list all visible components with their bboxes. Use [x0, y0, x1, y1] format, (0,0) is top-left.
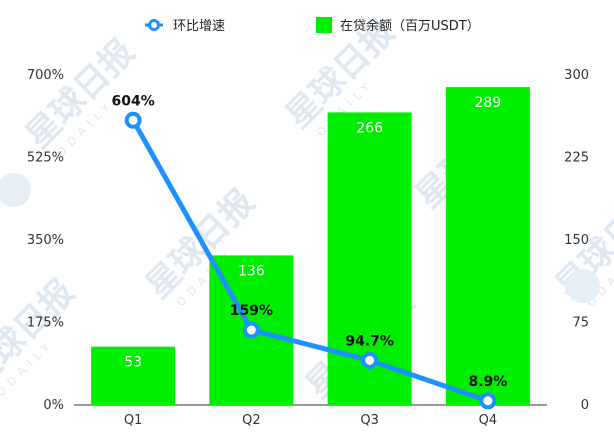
bar [91, 346, 176, 405]
right-tick-label: 75 [572, 316, 589, 331]
right-tick-label: 225 [564, 151, 589, 166]
right-tick-label: 300 [564, 68, 589, 83]
point-value-label: 94.7% [345, 333, 394, 349]
watermark-logo [0, 173, 31, 207]
legend-bar-label: 在贷余额（百万USDT） [340, 18, 480, 34]
category-label: Q4 [479, 413, 498, 428]
legend-bar-swatch [316, 17, 332, 33]
right-axis: 0 75 150 225 300 [564, 68, 589, 413]
left-tick-label: 700% [27, 68, 64, 83]
legend-line-label: 环比增速 [173, 19, 225, 34]
legend-line-marker [145, 19, 163, 31]
series-point [479, 392, 497, 410]
bar-value-label: 53 [124, 355, 142, 371]
series-point [361, 351, 379, 369]
bar [445, 87, 530, 405]
point-value-label: 8.9% [468, 374, 507, 390]
series-point [124, 111, 142, 129]
left-tick-label: 175% [27, 316, 64, 331]
right-tick-label: 150 [564, 233, 589, 248]
point-value-label: 604% [111, 93, 154, 109]
category-label: Q3 [360, 413, 379, 428]
bar-value-label: 266 [356, 120, 383, 136]
left-tick-label: 350% [27, 233, 64, 248]
category-label: Q2 [242, 413, 261, 428]
left-tick-label: 525% [27, 151, 64, 166]
point-value-label: 159% [230, 303, 273, 319]
watermark-logo [566, 269, 600, 303]
bar-value-label: 136 [238, 263, 265, 279]
series-line [130, 119, 489, 404]
bar-value-label: 289 [475, 95, 502, 111]
series-point [242, 321, 260, 339]
right-tick-label: 0 [581, 398, 589, 413]
line-series: 604% 159% 94.7% 8.9% [111, 93, 507, 410]
bar-series: 53 136 266 289 [91, 87, 530, 406]
left-axis: 0% 175% 350% 525% 700% [27, 68, 64, 413]
category-label: Q1 [124, 413, 143, 428]
left-tick-label: 0% [43, 398, 64, 413]
x-axis: Q1 Q2 Q3 Q4 [124, 413, 497, 428]
legend: 环比增速 在贷余额（百万USDT） [145, 17, 480, 34]
